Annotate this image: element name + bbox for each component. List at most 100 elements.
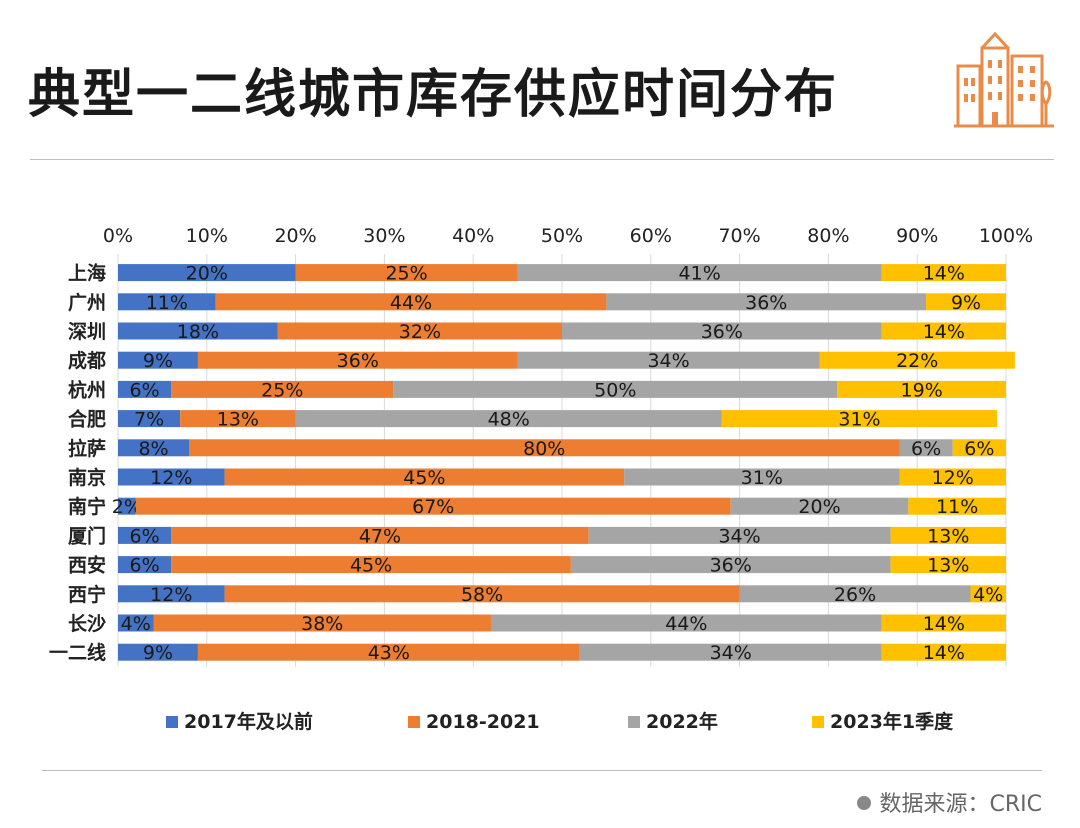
category-label: 杭州	[68, 378, 106, 401]
bar-segment	[490, 614, 882, 632]
data-label: 58%	[461, 584, 503, 606]
data-label: 6%	[911, 438, 941, 460]
data-label: 36%	[710, 555, 752, 577]
bar-segment	[881, 614, 1006, 632]
category-label: 拉萨	[68, 437, 106, 460]
bar-segment	[135, 497, 731, 515]
bar-segment	[579, 643, 882, 661]
data-label: 43%	[368, 642, 410, 664]
data-label: 14%	[923, 642, 965, 664]
bar-segment	[118, 468, 225, 486]
data-label: 9%	[951, 292, 981, 314]
legend-label: 2023年1季度	[830, 710, 954, 733]
data-label: 36%	[337, 350, 379, 372]
x-tick-label: 100%	[979, 225, 1033, 247]
bar-segment	[197, 643, 580, 661]
bar-segment	[118, 497, 136, 515]
bar-segment	[118, 380, 172, 398]
legend-label: 2022年	[646, 710, 718, 733]
data-label: 47%	[359, 525, 401, 547]
data-label: 44%	[390, 292, 432, 314]
category-label: 上海	[68, 262, 106, 285]
source-value: CRIC	[989, 792, 1043, 817]
bar-segment	[295, 264, 518, 282]
data-label: 34%	[647, 350, 689, 372]
bar-segment	[189, 439, 900, 457]
data-label: 9%	[143, 642, 173, 664]
bar-segment	[393, 380, 838, 398]
source-label: 数据来源：	[879, 792, 990, 817]
bar-segment	[837, 380, 1006, 398]
category-label: 厦门	[68, 524, 106, 547]
data-label: 34%	[718, 525, 760, 547]
data-label: 20%	[798, 496, 840, 518]
data-label: 19%	[901, 379, 943, 401]
bar-segment	[118, 293, 216, 311]
x-tick-label: 20%	[274, 225, 316, 247]
legend-label: 2017年及以前	[184, 710, 313, 733]
bar-segment	[517, 264, 882, 282]
category-label: 西宁	[68, 583, 106, 606]
data-label: 8%	[138, 438, 168, 460]
data-label: 12%	[150, 584, 192, 606]
category-label: 西安	[68, 554, 106, 577]
building-icon	[954, 31, 1054, 128]
bar-segment	[171, 526, 589, 544]
data-label: 14%	[923, 321, 965, 343]
data-label: 80%	[523, 438, 565, 460]
legend-swatch	[812, 716, 824, 728]
data-label: 2%	[112, 496, 142, 518]
bar-segment	[215, 293, 607, 311]
bar-segment	[970, 585, 1006, 603]
data-label: 11%	[146, 292, 188, 314]
data-label: 36%	[701, 321, 743, 343]
bar-segment	[721, 410, 998, 428]
x-tick-label: 0%	[103, 225, 133, 247]
data-label: 6%	[130, 525, 160, 547]
data-label: 13%	[927, 555, 969, 577]
bar-segment	[118, 556, 172, 574]
x-tick-label: 70%	[718, 225, 760, 247]
category-label: 南宁	[68, 495, 106, 518]
data-label: 45%	[350, 555, 392, 577]
bar-segment	[118, 643, 198, 661]
bar-segment	[171, 556, 571, 574]
data-label: 67%	[412, 496, 454, 518]
data-label: 26%	[834, 584, 876, 606]
bar-segment	[881, 322, 1006, 340]
data-label: 12%	[150, 467, 192, 489]
bar-segment	[890, 526, 1006, 544]
bar-segment	[224, 468, 625, 486]
data-label: 31%	[838, 409, 880, 431]
data-label: 32%	[399, 321, 441, 343]
category-label: 广州	[68, 291, 106, 314]
bar-segment	[118, 439, 190, 457]
bar-segment	[118, 410, 181, 428]
bar-segment	[180, 410, 296, 428]
data-label: 25%	[385, 263, 427, 285]
data-label: 31%	[741, 467, 783, 489]
bar-segment	[118, 614, 154, 632]
bar-segment	[908, 497, 1006, 515]
bar-segment	[899, 468, 1006, 486]
bar-segment	[926, 293, 1006, 311]
bar-segment	[881, 264, 1006, 282]
header-divider	[30, 159, 1054, 160]
category-label: 深圳	[68, 320, 106, 343]
bar-segment	[562, 322, 882, 340]
bar-segment	[730, 497, 909, 515]
source-note: 数据来源：CRIC	[857, 786, 1042, 818]
data-label: 11%	[936, 496, 978, 518]
x-tick-label: 50%	[541, 225, 583, 247]
data-label: 7%	[134, 409, 164, 431]
bar-segment	[118, 526, 172, 544]
data-label: 13%	[927, 525, 969, 547]
bar-segment	[224, 585, 740, 603]
bar-segment	[606, 293, 927, 311]
bar-segment	[153, 614, 491, 632]
data-label: 18%	[177, 321, 219, 343]
bar-segment	[118, 585, 225, 603]
data-label: 50%	[594, 379, 636, 401]
legend-swatch	[408, 716, 420, 728]
data-label: 12%	[932, 467, 974, 489]
